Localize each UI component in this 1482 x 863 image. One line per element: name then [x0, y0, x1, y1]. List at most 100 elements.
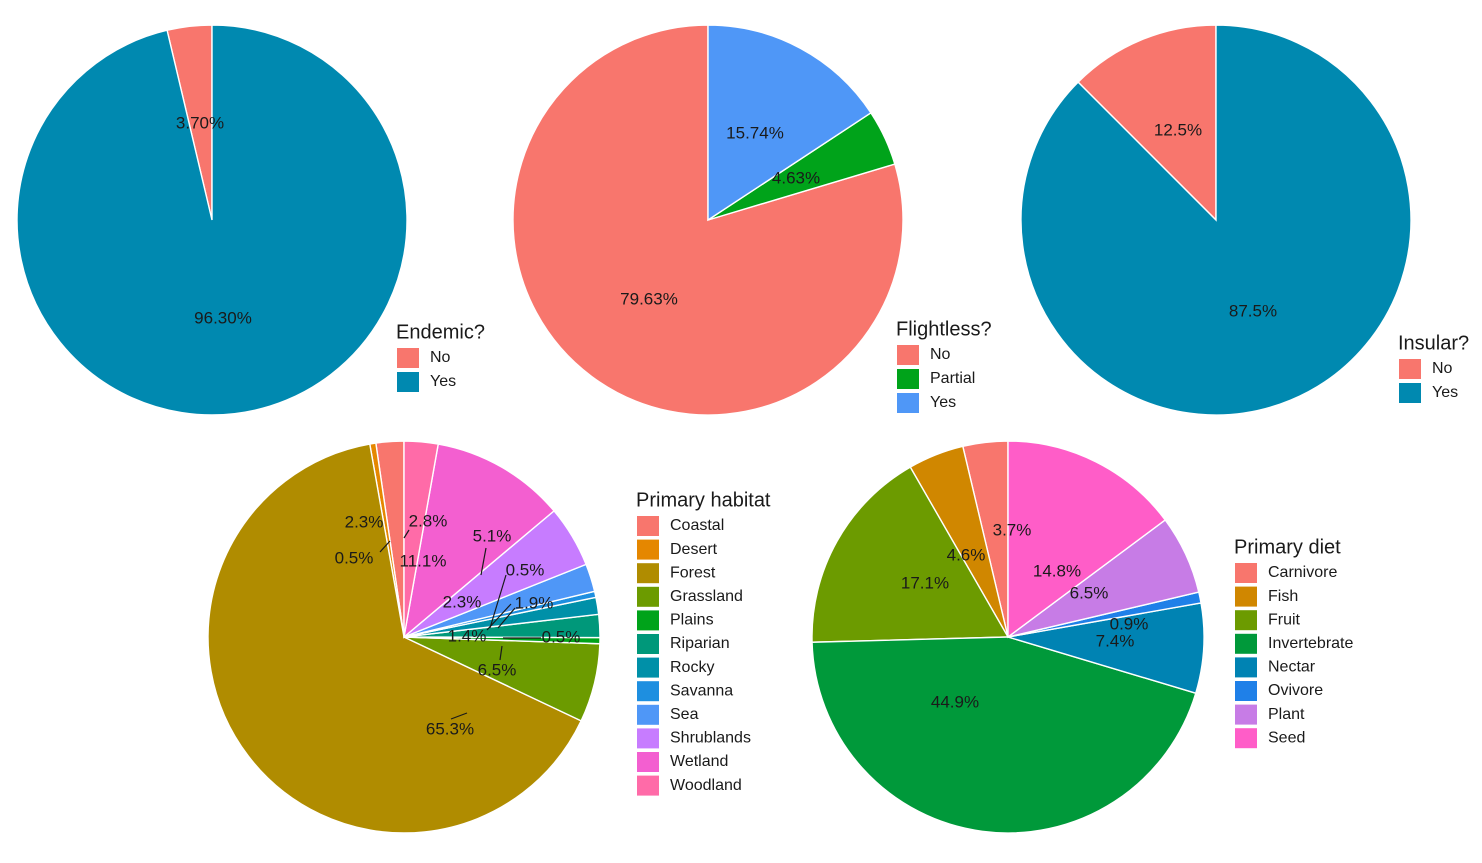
- legend-label-carnivore: Carnivore: [1268, 564, 1337, 581]
- legend-label-yes: Yes: [430, 373, 456, 390]
- data-label-yes: 87.5%: [1229, 301, 1277, 320]
- legend-label-partial: Partial: [930, 370, 975, 387]
- data-label-yes: 96.30%: [194, 308, 252, 327]
- pie-slice-wetland: [402, 443, 555, 639]
- legend-swatch-fish: [1235, 586, 1257, 607]
- pie-slice-forest: [207, 443, 583, 834]
- data-label-partial: 4.63%: [772, 168, 820, 187]
- legend-swatch-sea: [637, 704, 659, 725]
- legend-label-riparian: Riparian: [670, 635, 730, 652]
- legend-label-plains: Plains: [670, 612, 714, 629]
- legend-label-nectar: Nectar: [1268, 659, 1316, 676]
- legend-title: Primary diet: [1234, 536, 1341, 558]
- legend-label-woodland: Woodland: [670, 777, 742, 794]
- pie-slice-yes: [16, 24, 408, 416]
- legend-label-no: No: [930, 346, 951, 363]
- data-label-plains: 0.5%: [542, 627, 581, 646]
- data-label-nectar: 7.4%: [1096, 631, 1135, 650]
- legend-flightless: Flightless? No Partial Yes: [896, 318, 992, 413]
- data-label-plant: 6.5%: [1070, 583, 1109, 602]
- legend-swatch-fruit: [1235, 610, 1257, 631]
- pie-slice-yes: [1020, 24, 1412, 416]
- legend-swatch-forest: [637, 563, 659, 584]
- legend-label-no: No: [430, 349, 451, 366]
- pie-slice-yes: [707, 24, 872, 222]
- data-label-ovivore: 0.9%: [1110, 614, 1149, 633]
- data-label-sea: 2.3%: [443, 592, 482, 611]
- legend-swatch-invertebrate: [1235, 633, 1257, 654]
- legend-label-grassland: Grassland: [670, 588, 743, 605]
- legend-swatch-savanna: [637, 681, 659, 702]
- legend-label-wetland: Wetland: [670, 753, 728, 770]
- data-label-seed: 14.8%: [1033, 561, 1081, 580]
- pie-chart-endemic: 3.70% 96.30%: [16, 24, 408, 416]
- legend-swatch-plains: [637, 610, 659, 631]
- legend-primary-diet: Primary diet Carnivore Fish Fruit Invertebra…: [1234, 536, 1353, 749]
- data-label-grassland: 6.5%: [478, 660, 517, 679]
- legend-title: Primary habitat: [636, 489, 771, 511]
- legend-swatch-grassland: [637, 586, 659, 607]
- pie-slice-no: [1077, 24, 1217, 222]
- data-label-wetland: 11.1%: [400, 551, 447, 570]
- legend-label-forest: Forest: [670, 564, 716, 581]
- leader-line-shrublands: [480, 547, 487, 576]
- legend-swatch-wetland: [637, 752, 659, 772]
- legend-swatch-desert: [637, 539, 659, 560]
- legend-label-yes: Yes: [930, 394, 956, 411]
- legend-title: Flightless?: [896, 318, 992, 340]
- legend-swatch-ovivore: [1235, 681, 1257, 701]
- leader-line-forest: [450, 712, 468, 720]
- data-label-carnivore: 3.7%: [993, 520, 1032, 539]
- legend-label-fish: Fish: [1268, 588, 1298, 605]
- pie-slice-fruit: [811, 466, 1010, 643]
- legend-swatch-yes: [1399, 383, 1421, 403]
- data-label-fish: 4.6%: [947, 545, 986, 564]
- legend-title: Insular?: [1398, 332, 1469, 354]
- data-label-forest: 65.3%: [426, 719, 474, 738]
- data-label-rocky: 1.4%: [448, 626, 487, 645]
- pie-slice-woodland: [403, 440, 440, 638]
- legend-swatch-yes: [897, 393, 919, 413]
- legend-label-yes: Yes: [1432, 384, 1458, 401]
- legend-label-shrublands: Shrublands: [670, 730, 751, 747]
- data-label-riparian: 1.9%: [515, 593, 554, 612]
- pie-slice-no: [512, 24, 904, 416]
- legend-label-sea: Sea: [670, 706, 699, 723]
- legend-label-ovivore: Ovivore: [1268, 682, 1323, 699]
- data-label-no: 3.70%: [176, 113, 224, 132]
- data-label-shrublands: 5.1%: [473, 526, 512, 545]
- legend-endemic: Endemic? No Yes: [396, 321, 485, 392]
- legend-swatch-yes: [397, 372, 419, 392]
- legend-primary-habitat: Primary habitat Coastal Desert Forest Grassl…: [636, 489, 771, 796]
- leader-line-savanna: [489, 574, 507, 629]
- data-label-desert: 0.5%: [335, 548, 374, 567]
- data-label-savanna: 0.5%: [506, 560, 545, 579]
- data-label-invertebrate: 44.9%: [931, 692, 979, 711]
- legend-insular: Insular? No Yes: [1398, 332, 1469, 403]
- legend-swatch-no: [897, 345, 919, 365]
- pie-chart-insular: 12.5% 87.5%: [1020, 24, 1412, 416]
- legend-swatch-rocky: [637, 657, 659, 678]
- pie-chart-flightless: 79.63% 4.63% 15.74%: [512, 24, 904, 416]
- legend-label-savanna: Savanna: [670, 682, 733, 699]
- legend-title: Endemic?: [396, 321, 485, 343]
- leader-line-riparian: [497, 607, 516, 629]
- leader-line-grassland: [499, 645, 503, 661]
- legend-label-seed: Seed: [1268, 729, 1305, 746]
- legend-label-rocky: Rocky: [670, 659, 714, 676]
- legend-label-no: No: [1432, 360, 1453, 377]
- data-label-yes: 15.74%: [726, 123, 784, 142]
- legend-swatch-nectar: [1235, 657, 1257, 678]
- pie-slice-seed: [1007, 440, 1167, 639]
- legend-label-plant: Plant: [1268, 706, 1305, 723]
- pie-chart-primary-habitat: 2.3% 0.5% 65.3% 6.5% 0.5% 1.9% 1.4% 0.5% 2.3% 5.1…: [207, 440, 601, 834]
- legend-swatch-riparian: [637, 634, 659, 654]
- data-label-coastal: 2.3%: [345, 512, 384, 531]
- legend-label-fruit: Fruit: [1268, 611, 1301, 628]
- leader-line-desert: [379, 540, 391, 553]
- data-label-no: 12.5%: [1154, 120, 1202, 139]
- legend-swatch-partial: [897, 369, 919, 389]
- legend-swatch-carnivore: [1235, 563, 1257, 583]
- data-label-fruit: 17.1%: [901, 573, 949, 592]
- legend-swatch-coastal: [637, 516, 659, 536]
